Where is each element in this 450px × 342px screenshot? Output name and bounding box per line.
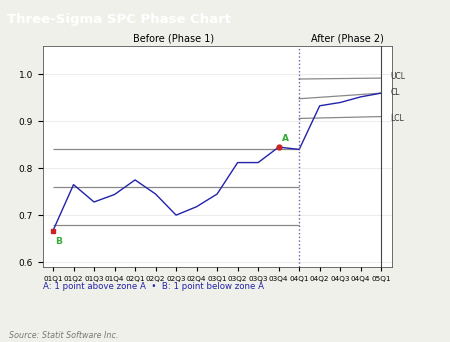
Text: Three-Sigma SPC Phase Chart: Three-Sigma SPC Phase Chart [7, 13, 231, 26]
Text: A: A [282, 134, 289, 143]
Text: CL: CL [391, 88, 400, 97]
Text: Source: Statit Software Inc.: Source: Statit Software Inc. [9, 331, 118, 340]
Text: Before (Phase 1): Before (Phase 1) [133, 34, 214, 44]
Text: LCL: LCL [391, 114, 404, 123]
Text: B: B [55, 237, 62, 246]
Text: UCL: UCL [391, 72, 405, 81]
Text: After (Phase 2): After (Phase 2) [311, 34, 384, 44]
Text: A: 1 point above zone A  •  B: 1 point below zone A: A: 1 point above zone A • B: 1 point bel… [43, 282, 264, 291]
